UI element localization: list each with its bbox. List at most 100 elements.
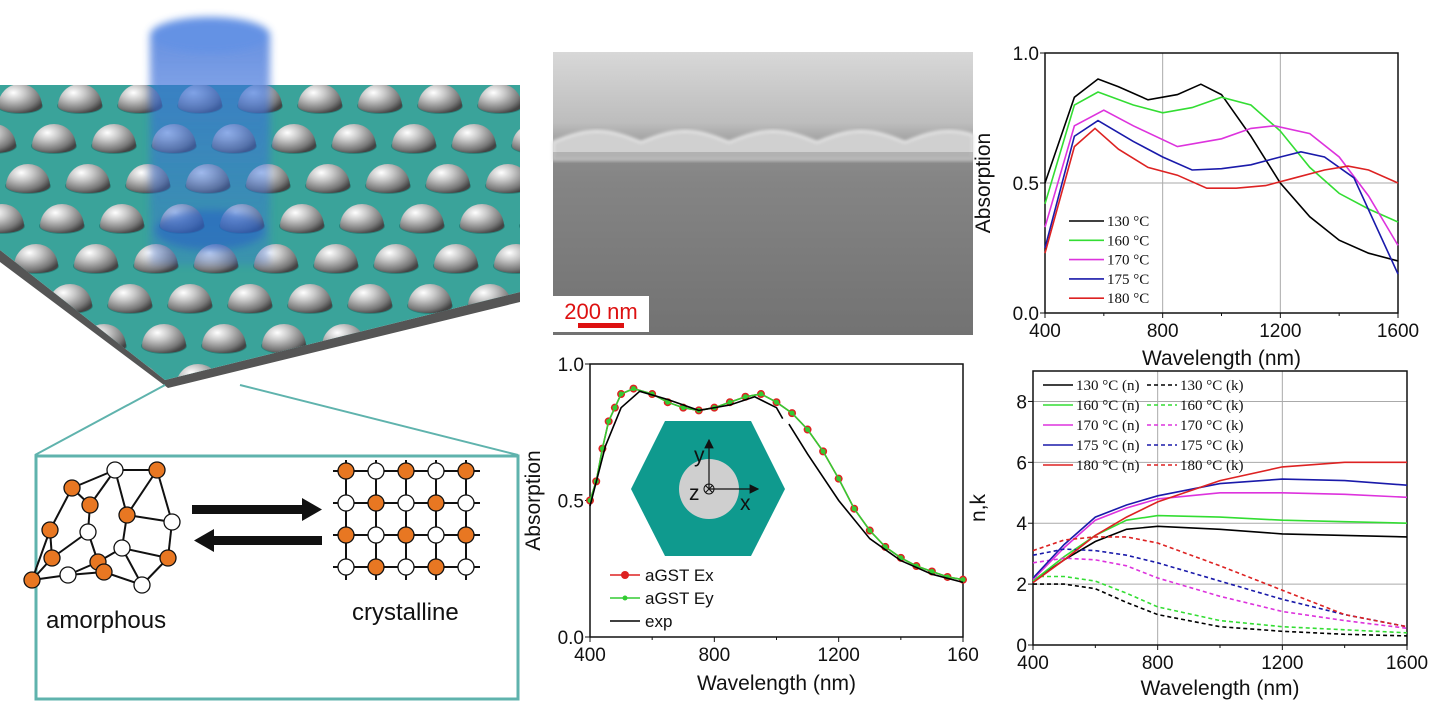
crystalline-lattice [333, 460, 480, 580]
atom [337, 494, 355, 512]
bond [126, 469, 158, 516]
atom [41, 521, 59, 539]
nanodome [314, 244, 358, 273]
y-axis-label: Absorption [522, 450, 545, 550]
atom [148, 461, 166, 479]
atom [397, 494, 415, 512]
nanodome [74, 244, 118, 273]
nanodome [228, 284, 272, 313]
nanodome [56, 364, 100, 380]
atom [79, 523, 97, 541]
x-axis-label: Wavelength (nm) [697, 672, 856, 695]
nanodome [296, 364, 340, 380]
nanodome [434, 244, 478, 273]
legend-label: aGST Ey [645, 589, 714, 608]
atom [457, 462, 475, 480]
marker-ey [851, 506, 857, 512]
sem-image: 200 nm [552, 52, 974, 335]
atom [163, 513, 181, 531]
marker-ey [606, 418, 612, 424]
marker-ey [774, 399, 779, 405]
marker-ey [929, 568, 935, 574]
legend-label: 175 °C (n) [1076, 438, 1140, 454]
nanodome [476, 364, 520, 380]
series-line-130-c-k- [1033, 583, 1408, 637]
legend-marker [622, 595, 628, 601]
y-tick-label: 1.0 [558, 355, 584, 376]
nanodome [0, 364, 40, 380]
x-tick-label: 800 [1147, 321, 1179, 342]
atom [397, 462, 415, 480]
series-line-170-c [1044, 109, 1399, 246]
amorphous-lattice [23, 461, 181, 594]
series-line-180-c-k- [1032, 536, 1408, 628]
atom [95, 563, 113, 581]
y-axis-label: Absorption [972, 133, 995, 233]
marker-ey [758, 391, 764, 397]
atom [133, 576, 151, 594]
legend-label: 130 °C (k) [1180, 378, 1244, 394]
atom [337, 526, 355, 544]
marker-ey [789, 410, 795, 416]
atom [427, 558, 445, 576]
atom [43, 549, 61, 567]
atom [367, 526, 385, 544]
y-tick-label: 2 [1016, 575, 1027, 596]
atom [397, 526, 415, 544]
nanodome [408, 284, 452, 313]
nanodome [0, 204, 24, 233]
nanodome [168, 284, 212, 313]
marker-ey [631, 386, 637, 392]
nanodome [92, 124, 136, 153]
legend-label: 175 °C [1107, 272, 1149, 288]
x-tick-label: 1600 [1386, 653, 1428, 674]
nanodome [288, 284, 332, 313]
series-line-180-c-n- [1032, 461, 1407, 584]
dome-shadow [535, 378, 581, 394]
light-beam [150, 17, 270, 265]
legend-label: exp [645, 612, 672, 631]
dome-shadow [501, 338, 520, 354]
x-tick-label: 1600 [1377, 321, 1419, 342]
legend-label: 180 °C (k) [1180, 458, 1244, 474]
dome-shadow [415, 378, 461, 380]
atom [367, 558, 385, 576]
x-tick-label: 1200 [1261, 653, 1303, 674]
atom [457, 558, 475, 576]
atom [427, 462, 445, 480]
marker-ey [727, 399, 733, 405]
nanodome [306, 164, 350, 193]
nanodome [478, 85, 520, 113]
nanodome [392, 124, 436, 153]
forward-arrow [192, 498, 322, 521]
x-axis-label: x [740, 492, 751, 515]
marker-ey [665, 399, 671, 405]
atom [106, 461, 124, 479]
atom [397, 558, 415, 576]
nanodome [460, 204, 504, 233]
legend-label: 160 °C [1107, 233, 1149, 249]
marker-ey [618, 391, 624, 397]
zoom-line-right [239, 384, 519, 456]
dome-shadow [475, 378, 520, 380]
series-line-exp [589, 390, 964, 584]
series-line-175-c [1044, 119, 1399, 275]
nanodome [356, 364, 400, 380]
series-line-180-c [1044, 127, 1399, 254]
unit-cell-inset: y x z [631, 421, 785, 556]
y-tick-label: 0.0 [558, 628, 584, 649]
dome-shadow [55, 378, 101, 380]
substrate-edge [0, 250, 520, 388]
nanodome [272, 124, 316, 153]
legend-label: 130 °C [1107, 214, 1149, 230]
nanodome [348, 284, 392, 313]
y-tick-label: 0.0 [1013, 304, 1039, 325]
scale-bar [578, 323, 624, 328]
series-line-175-c-n- [1032, 478, 1408, 579]
nanodome [66, 164, 110, 193]
marker-ey [867, 528, 873, 534]
zoom-line-left [34, 384, 166, 456]
marker-ey [742, 394, 748, 400]
nanodome [6, 164, 50, 193]
